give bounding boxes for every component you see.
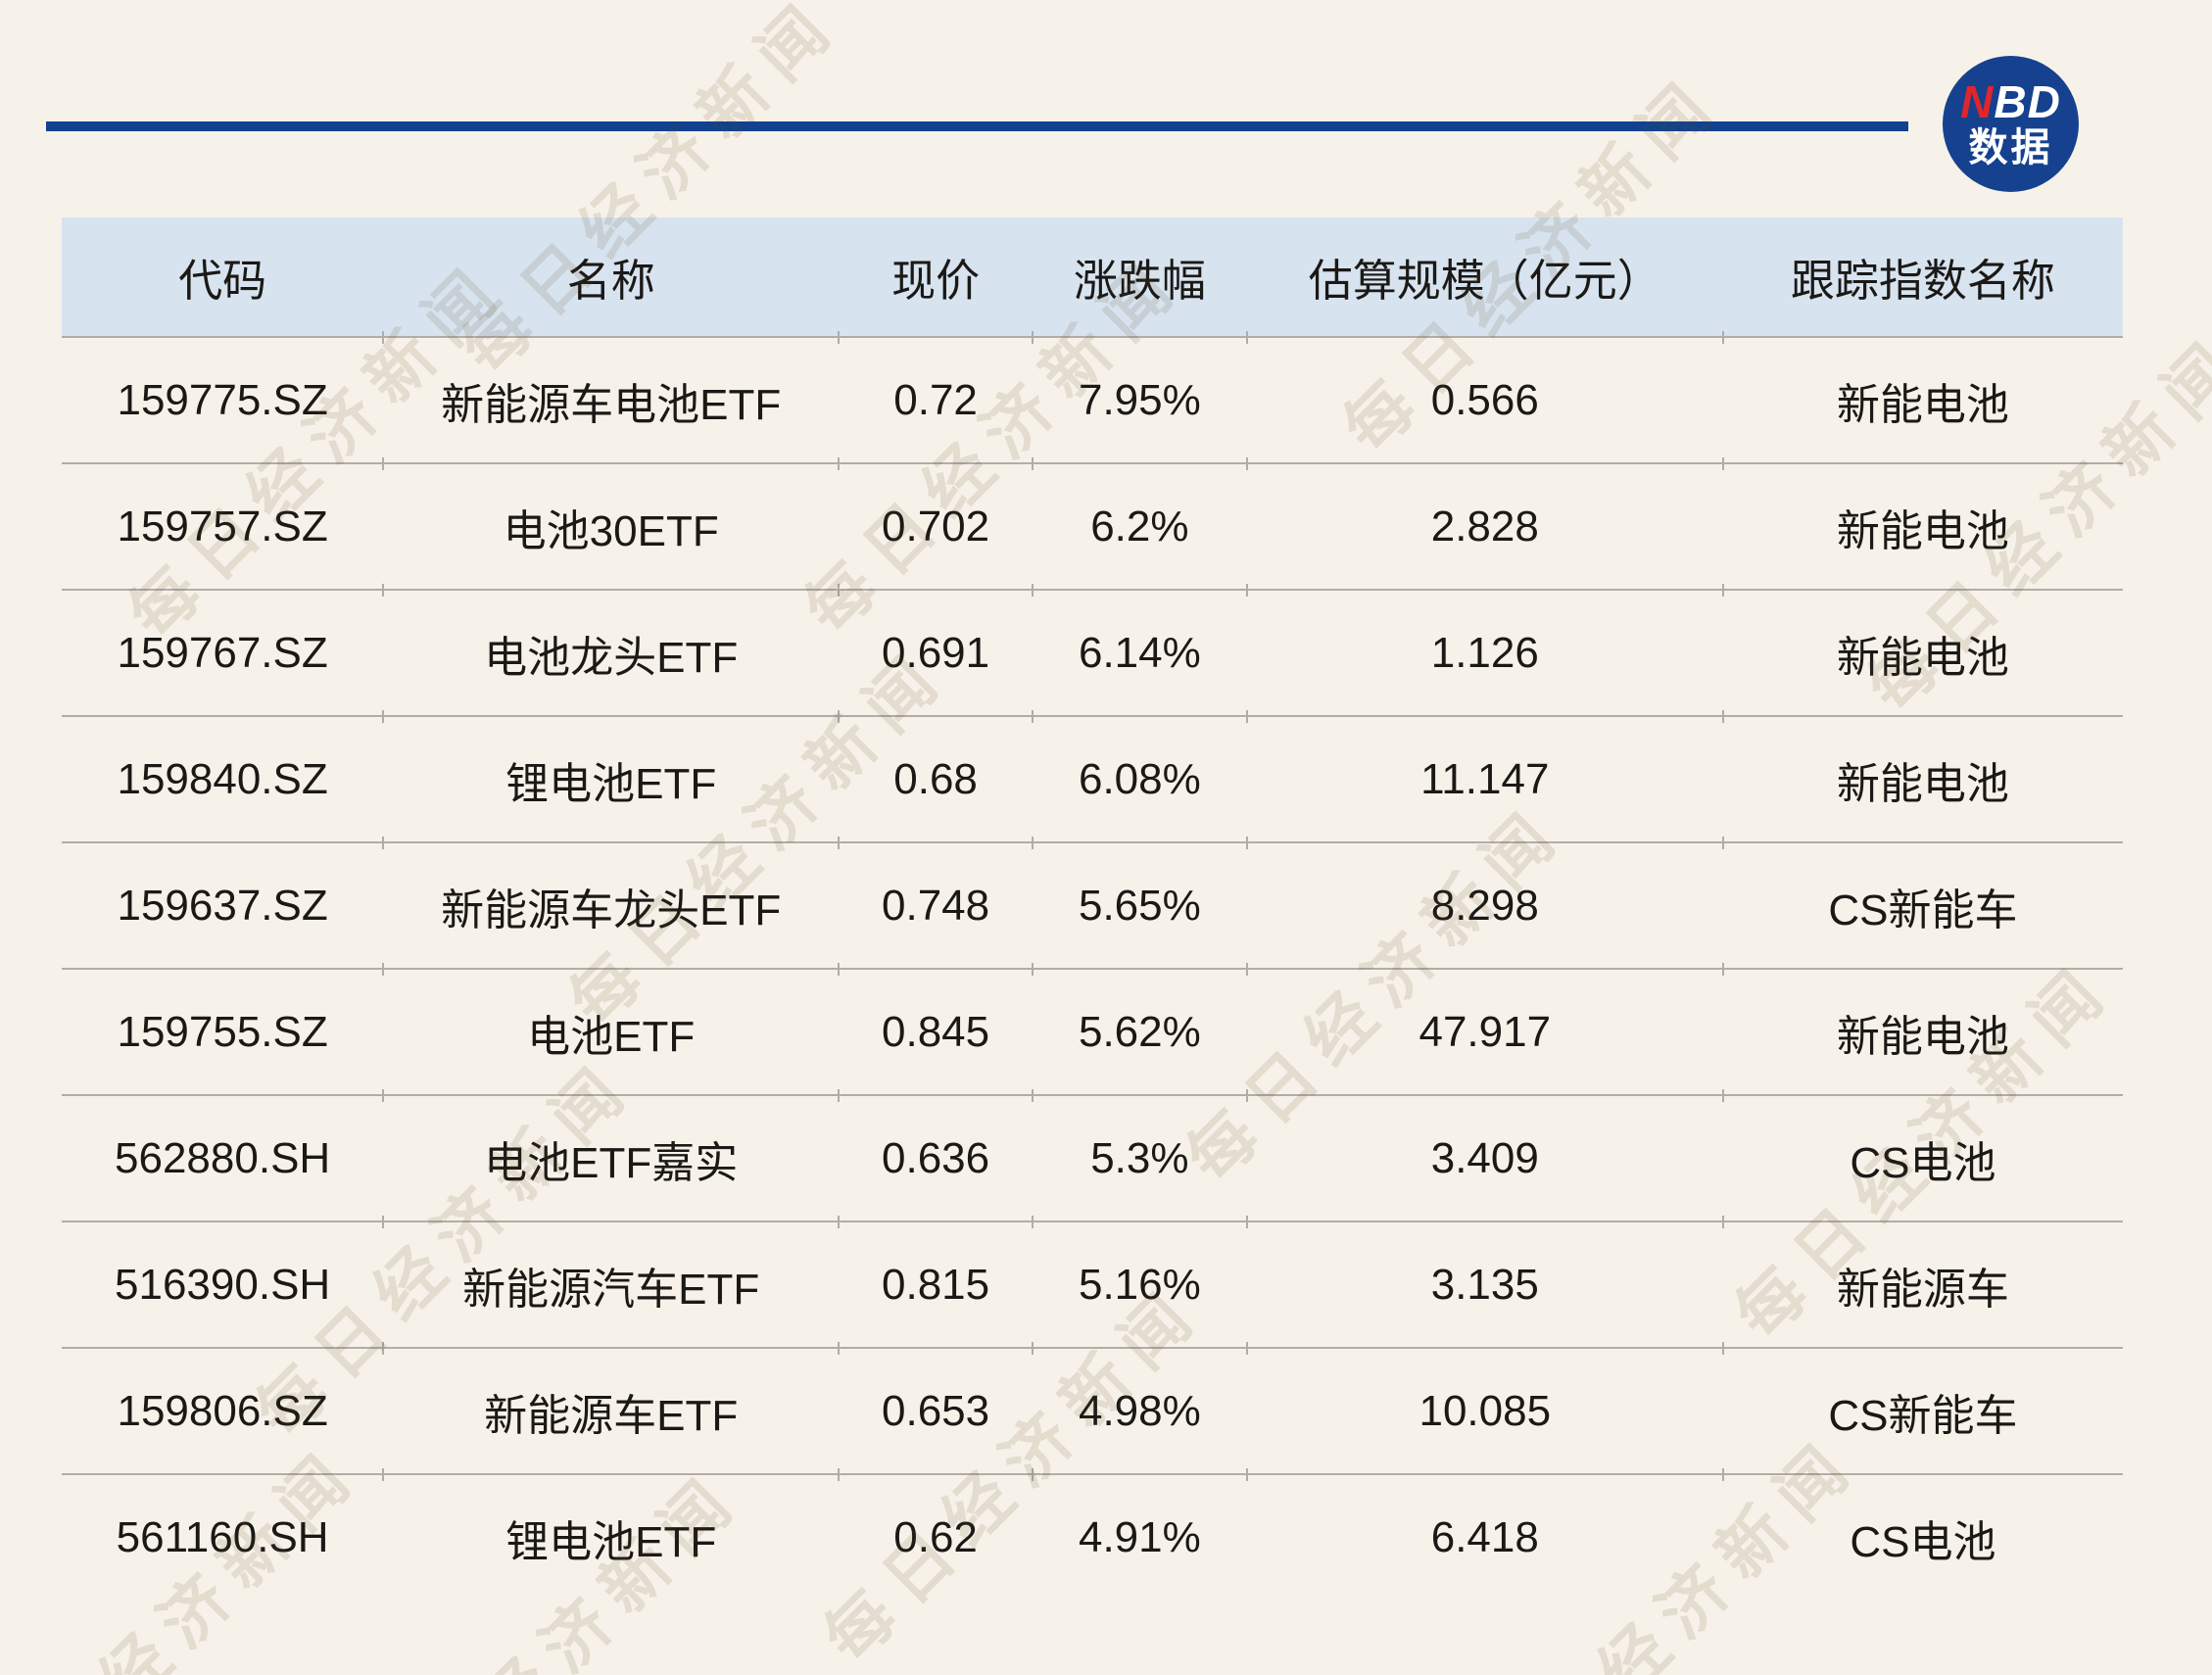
cell-change: 4.91% — [1031, 1469, 1247, 1600]
cell-index: CS新能车 — [1721, 838, 2123, 969]
cell-name: 锂电池ETF — [382, 1469, 840, 1600]
table-row: 159755.SZ 电池ETF 0.845 5.62% 47.917 新能电池 — [62, 964, 2123, 1095]
cell-name: 新能源车龙头ETF — [382, 838, 840, 969]
cell-scale: 47.917 — [1245, 964, 1723, 1095]
cell-price: 0.702 — [838, 458, 1033, 590]
nbd-logo-text: NBD — [1960, 78, 2061, 125]
cell-price: 0.691 — [838, 585, 1033, 716]
cell-price: 0.636 — [838, 1090, 1033, 1221]
cell-name: 锂电池ETF — [382, 711, 840, 842]
cell-scale: 10.085 — [1245, 1343, 1723, 1474]
column-header-name: 名称 — [383, 217, 840, 337]
cell-change: 4.98% — [1031, 1343, 1247, 1474]
cell-price: 0.68 — [838, 711, 1033, 842]
cell-scale: 3.409 — [1245, 1090, 1723, 1221]
cell-code: 159806.SZ — [62, 1347, 384, 1474]
cell-price: 0.653 — [838, 1343, 1033, 1474]
table-row: 159637.SZ 新能源车龙头ETF 0.748 5.65% 8.298 CS新能车 — [62, 838, 2123, 969]
table-row: 516390.SH 新能源汽车ETF 0.815 5.16% 3.135 新能源车 — [62, 1217, 2123, 1348]
cell-name: 电池龙头ETF — [382, 585, 840, 716]
cell-name: 电池ETF嘉实 — [382, 1090, 840, 1221]
title-divider-line — [46, 121, 1908, 131]
cell-index: CS新能车 — [1721, 1343, 2123, 1474]
table-row: 159767.SZ 电池龙头ETF 0.691 6.14% 1.126 新能电池 — [62, 585, 2123, 716]
column-header-index: 跟踪指数名称 — [1722, 217, 2123, 337]
cell-scale: 1.126 — [1245, 585, 1723, 716]
cell-index: 新能电池 — [1721, 585, 2123, 716]
cell-code: 159757.SZ — [62, 462, 384, 590]
cell-code: 159637.SZ — [62, 841, 384, 969]
cell-change: 5.65% — [1031, 838, 1247, 969]
cell-code: 516390.SH — [62, 1220, 384, 1348]
cell-index: CS电池 — [1721, 1090, 2123, 1221]
cell-name: 电池ETF — [382, 964, 840, 1095]
cell-index: 新能电池 — [1721, 711, 2123, 842]
column-header-code: 代码 — [62, 217, 384, 337]
table-row: 159757.SZ 电池30ETF 0.702 6.2% 2.828 新能电池 — [62, 458, 2123, 590]
cell-code: 562880.SH — [62, 1094, 384, 1221]
column-header-price: 现价 — [839, 217, 1033, 337]
cell-scale: 11.147 — [1245, 711, 1723, 842]
nbd-logo-letters-bd: BD — [1994, 75, 2061, 127]
cell-name: 新能源车电池ETF — [382, 332, 840, 463]
table-row: 561160.SH 锂电池ETF 0.62 4.91% 6.418 CS电池 — [62, 1469, 2123, 1600]
cell-change: 5.62% — [1031, 964, 1247, 1095]
cell-change: 6.2% — [1031, 458, 1247, 590]
cell-price: 0.62 — [838, 1469, 1033, 1600]
table-row: 159840.SZ 锂电池ETF 0.68 6.08% 11.147 新能电池 — [62, 711, 2123, 842]
cell-change: 6.08% — [1031, 711, 1247, 842]
cell-index: CS电池 — [1721, 1469, 2123, 1600]
nbd-logo-subtext: 数据 — [1968, 125, 2053, 169]
cell-name: 新能源汽车ETF — [382, 1217, 840, 1348]
cell-scale: 0.566 — [1245, 332, 1723, 463]
cell-scale: 2.828 — [1245, 458, 1723, 590]
table-row: 159775.SZ 新能源车电池ETF 0.72 7.95% 0.566 新能电池 — [62, 332, 2123, 463]
cell-price: 0.748 — [838, 838, 1033, 969]
cell-change: 6.14% — [1031, 585, 1247, 716]
cell-price: 0.845 — [838, 964, 1033, 1095]
table-header-row: 代码 名称 现价 涨跌幅 估算规模（亿元） 跟踪指数名称 — [62, 217, 2123, 337]
cell-code: 159840.SZ — [62, 715, 384, 842]
nbd-logo-letter-n: N — [1960, 75, 1995, 127]
etf-table: 代码 名称 现价 涨跌幅 估算规模（亿元） 跟踪指数名称 159775.SZ 新能源车电池E… — [62, 217, 2123, 1600]
cell-code: 561160.SH — [62, 1473, 384, 1600]
table-row: 159806.SZ 新能源车ETF 0.653 4.98% 10.085 CS新能车 — [62, 1343, 2123, 1474]
cell-code: 159775.SZ — [62, 336, 384, 463]
cell-scale: 3.135 — [1245, 1217, 1723, 1348]
cell-name: 新能源车ETF — [382, 1343, 840, 1474]
cell-index: 新能电池 — [1721, 332, 2123, 463]
cell-index: 新能源车 — [1721, 1217, 2123, 1348]
column-header-change: 涨跌幅 — [1032, 217, 1247, 337]
cell-change: 7.95% — [1031, 332, 1247, 463]
cell-index: 新能电池 — [1721, 964, 2123, 1095]
cell-scale: 6.418 — [1245, 1469, 1723, 1600]
column-header-scale: 估算规模（亿元） — [1246, 217, 1723, 337]
cell-code: 159767.SZ — [62, 589, 384, 716]
nbd-logo: NBD 数据 — [1943, 56, 2079, 192]
cell-price: 0.815 — [838, 1217, 1033, 1348]
table-row: 562880.SH 电池ETF嘉实 0.636 5.3% 3.409 CS电池 — [62, 1090, 2123, 1221]
cell-scale: 8.298 — [1245, 838, 1723, 969]
cell-name: 电池30ETF — [382, 458, 840, 590]
cell-code: 159755.SZ — [62, 968, 384, 1095]
cell-price: 0.72 — [838, 332, 1033, 463]
cell-change: 5.3% — [1031, 1090, 1247, 1221]
cell-change: 5.16% — [1031, 1217, 1247, 1348]
cell-index: 新能电池 — [1721, 458, 2123, 590]
